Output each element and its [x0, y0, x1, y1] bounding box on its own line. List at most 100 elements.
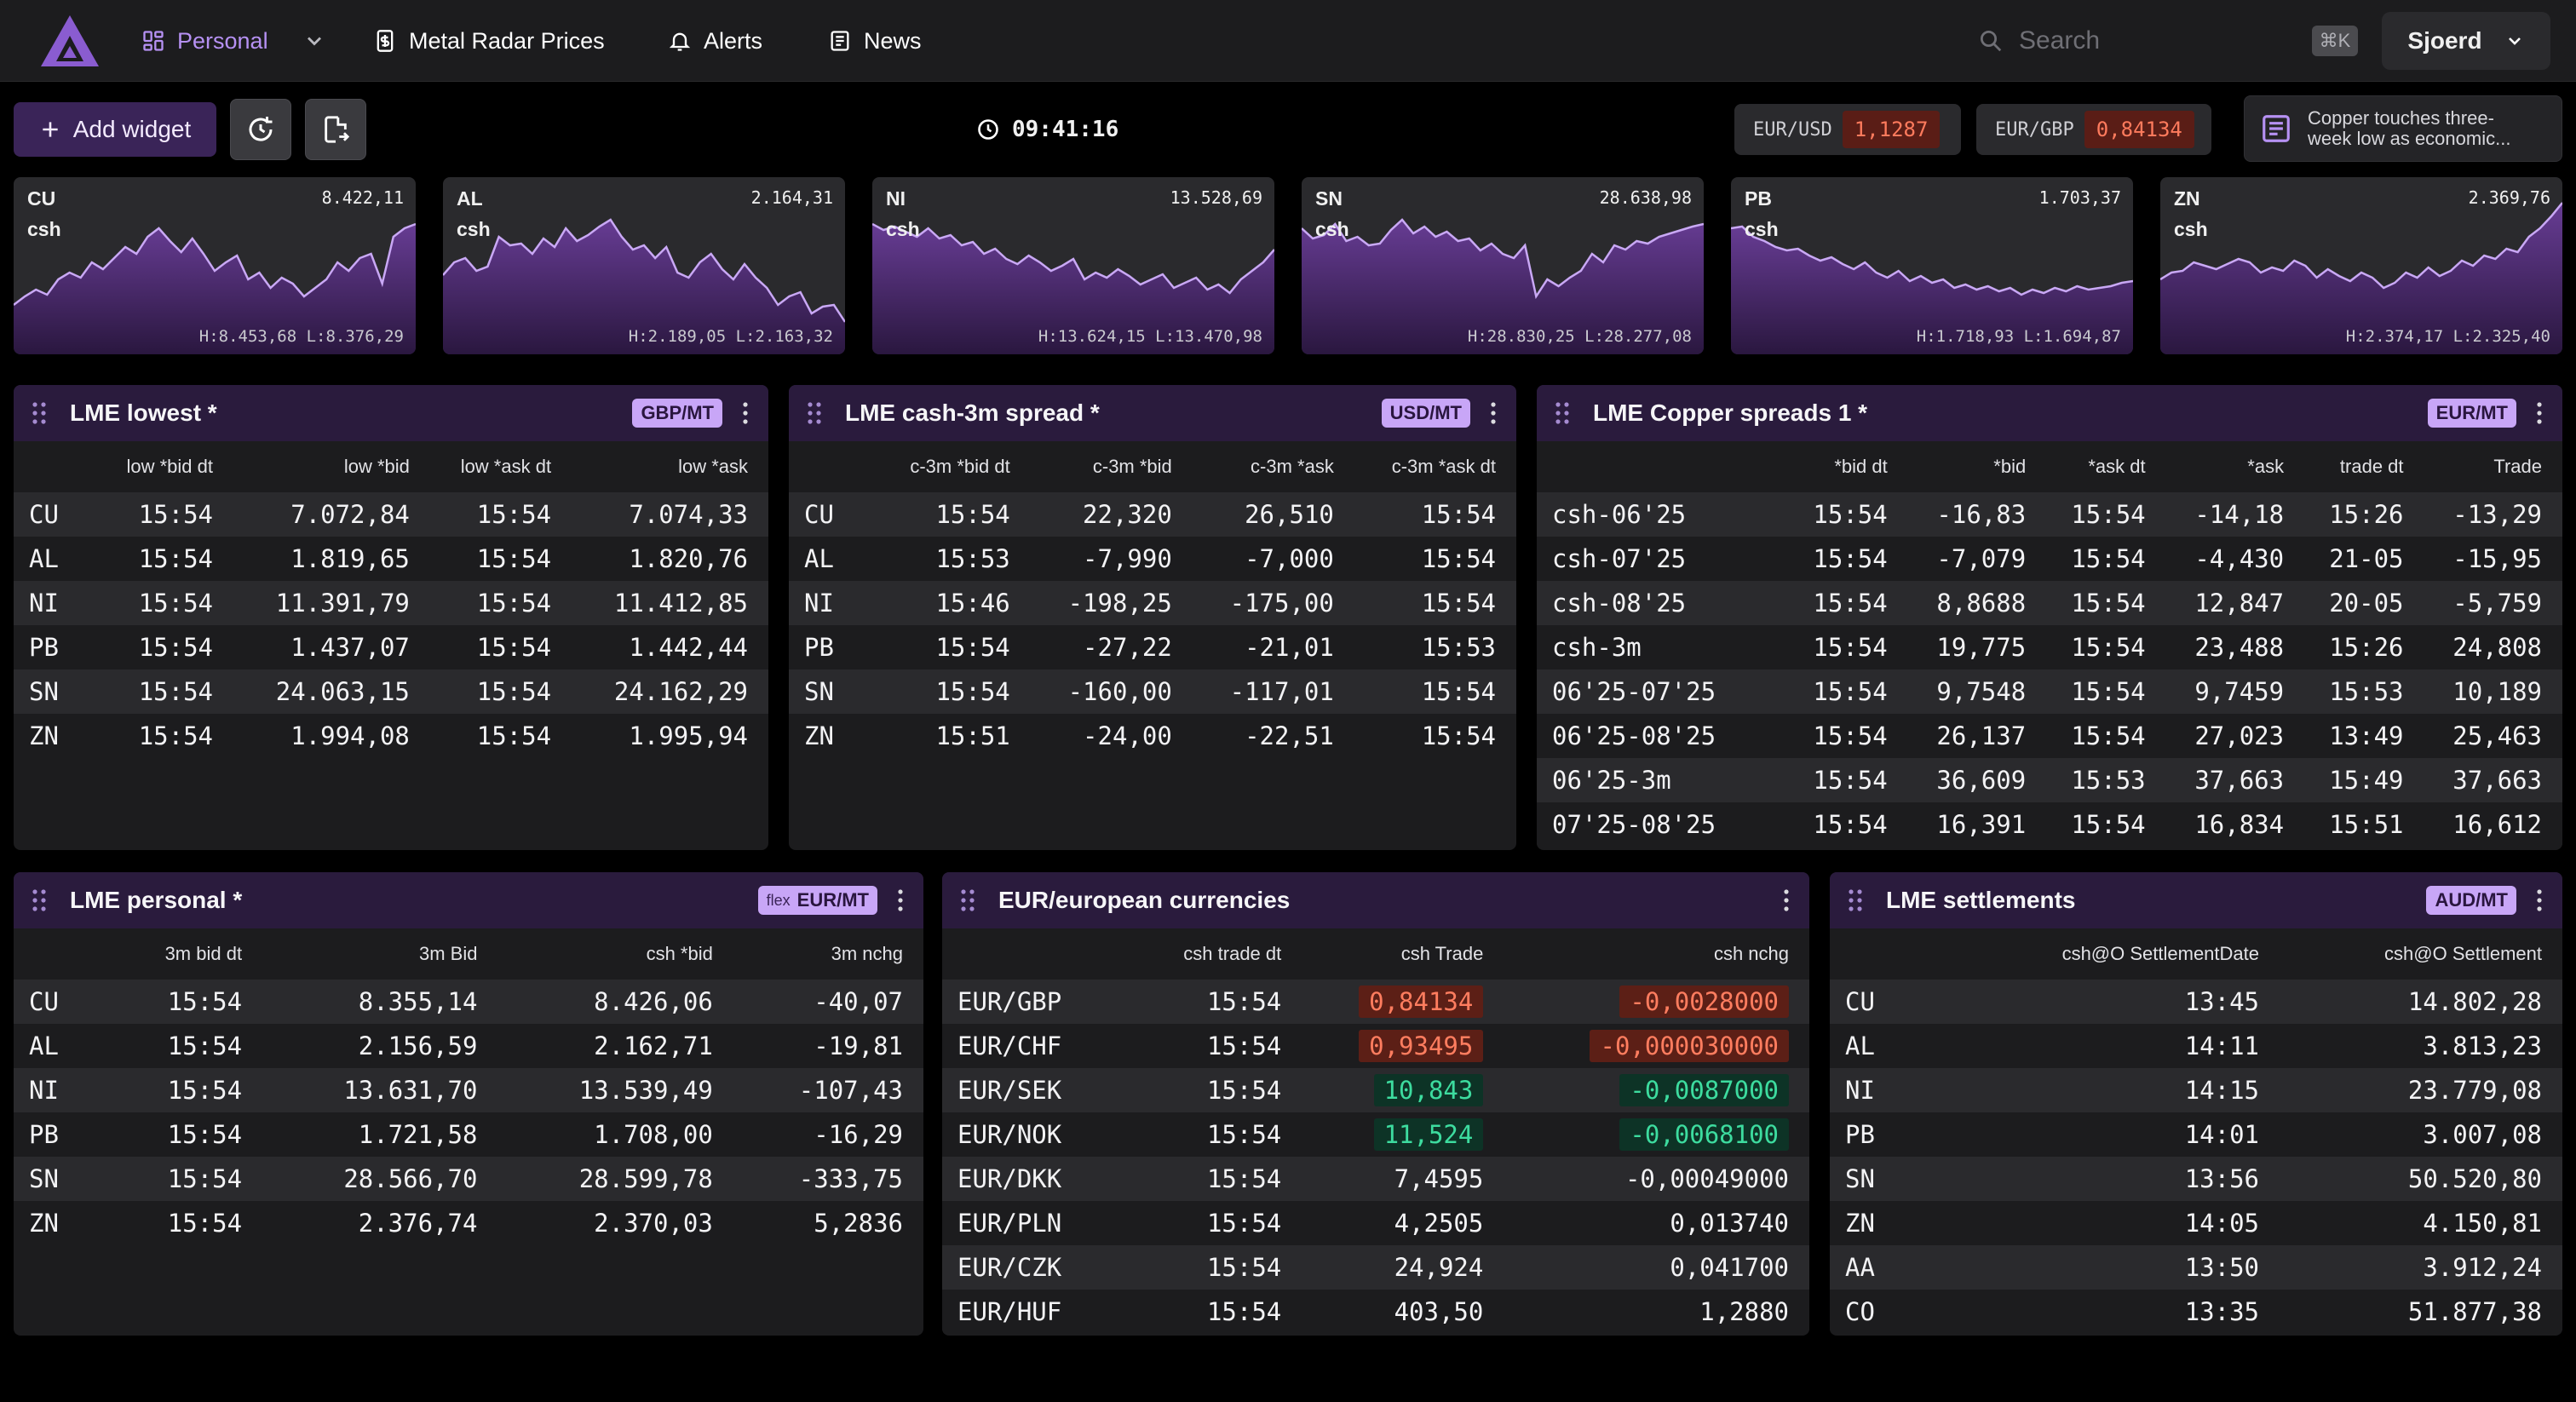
column-header[interactable]: trade dt	[2339, 456, 2404, 477]
more-options-icon[interactable]	[1782, 888, 1791, 913]
column-header[interactable]	[789, 441, 874, 492]
table-row[interactable]: ZN 15:54 1.994,08 15:54 1.995,94	[14, 714, 768, 758]
column-header[interactable]	[1830, 928, 1934, 980]
fx-ticker-eurgbp[interactable]: EUR/GBP 0,84134	[1976, 104, 2211, 155]
column-header[interactable]: low *ask	[678, 456, 748, 477]
drag-handle-icon[interactable]	[806, 400, 823, 426]
drag-handle-icon[interactable]	[31, 888, 48, 913]
sparkline-tile-sn[interactable]: SN csh 28.638,98 H:28.830,25 L:28.277,08	[1302, 177, 1704, 354]
column-header[interactable]: c-3m *ask dt	[1391, 456, 1496, 477]
column-header[interactable]: csh nchg	[1713, 943, 1789, 964]
column-header[interactable]	[1537, 441, 1788, 492]
drag-handle-icon[interactable]	[1554, 400, 1571, 426]
more-options-icon[interactable]	[1489, 400, 1498, 426]
column-header[interactable]: *ask dt	[2088, 456, 2146, 477]
sparkline-tile-ni[interactable]: NI csh 13.528,69 H:13.624,15 L:13.470,98	[872, 177, 1274, 354]
drag-handle-icon[interactable]	[959, 888, 976, 913]
column-header[interactable]: csh trade dt	[1183, 943, 1282, 964]
table-row[interactable]: 06'25-3m 15:54 36,609 15:53 37,663 15:49 37,66…	[1537, 758, 2562, 802]
table-row[interactable]: 06'25-08'25 15:54 26,137 15:54 27,023 13:49 25…	[1537, 714, 2562, 758]
drag-handle-icon[interactable]	[1847, 888, 1864, 913]
table-row[interactable]: csh-08'25 15:54 8,8688 15:54 12,847 20-05 -5,7…	[1537, 581, 2562, 625]
currency-badge[interactable]: AUD/MT	[2426, 886, 2516, 915]
news-headline-tile[interactable]: Copper touches three-week low as economi…	[2244, 95, 2562, 162]
column-header[interactable]: *ask	[2247, 456, 2285, 477]
app-logo[interactable]	[39, 14, 101, 68]
table-row[interactable]: ZN 15:51 -24,00 -22,51 15:54	[789, 714, 1516, 758]
add-widget-button[interactable]: Add widget	[14, 102, 216, 157]
history-button[interactable]	[230, 99, 291, 160]
column-header[interactable]	[942, 928, 1137, 980]
table-row[interactable]: EUR/CZK 15:54 24,924 0,041700	[942, 1245, 1809, 1290]
table-row[interactable]: SN 15:54 24.063,15 15:54 24.162,29	[14, 669, 768, 714]
table-row[interactable]: NI 14:15 23.779,08	[1830, 1068, 2562, 1112]
table-row[interactable]: NI 15:54 13.631,70 13.539,49 -107,43	[14, 1068, 923, 1112]
nav-alerts[interactable]: Alerts	[668, 0, 762, 82]
column-header[interactable]	[14, 928, 113, 980]
drag-handle-icon[interactable]	[31, 400, 48, 426]
column-header[interactable]	[14, 441, 97, 492]
table-row[interactable]: CU 15:54 8.355,14 8.426,06 -40,07	[14, 980, 923, 1024]
column-header[interactable]: 3m Bid	[418, 943, 478, 964]
table-row[interactable]: ZN 14:05 4.150,81	[1830, 1201, 2562, 1245]
table-row[interactable]: CU 15:54 7.072,84 15:54 7.074,33	[14, 492, 768, 537]
search-input[interactable]: Search	[1978, 20, 2361, 61]
workspace-selector[interactable]: Personal	[141, 0, 326, 82]
table-row[interactable]: EUR/CHF 15:54 0,93495 -0,000030000	[942, 1024, 1809, 1068]
table-row[interactable]: EUR/GBP 15:54 0,84134 -0,0028000	[942, 980, 1809, 1024]
table-row[interactable]: PB 15:54 1.721,58 1.708,00 -16,29	[14, 1112, 923, 1157]
table-row[interactable]: EUR/DKK 15:54 7,4595 -0,00049000	[942, 1157, 1809, 1201]
column-header[interactable]: c-3m *ask	[1251, 456, 1334, 477]
table-row[interactable]: PB 14:01 3.007,08	[1830, 1112, 2562, 1157]
table-row[interactable]: AL 14:11 3.813,23	[1830, 1024, 2562, 1068]
column-header[interactable]: *bid	[1993, 456, 2027, 477]
column-header[interactable]: csh Trade	[1400, 943, 1484, 964]
nav-news[interactable]: News	[828, 0, 922, 82]
table-row[interactable]: NI 15:46 -198,25 -175,00 15:54	[789, 581, 1516, 625]
currency-badge[interactable]: GBP/MT	[632, 399, 722, 428]
table-row[interactable]: csh-07'25 15:54 -7,079 15:54 -4,430 21-05 -15,…	[1537, 537, 2562, 581]
export-button[interactable]	[305, 99, 366, 160]
user-menu-button[interactable]: Sjoerd	[2382, 12, 2550, 70]
column-header[interactable]: Trade	[2493, 456, 2542, 477]
fx-ticker-eurusd[interactable]: EUR/USD 1,1287	[1734, 104, 1961, 155]
table-row[interactable]: ZN 15:54 2.376,74 2.370,03 5,2836	[14, 1201, 923, 1245]
table-row[interactable]: CU 13:45 14.802,28	[1830, 980, 2562, 1024]
currency-badge[interactable]: USD/MT	[1381, 399, 1470, 428]
table-row[interactable]: PB 15:54 -27,22 -21,01 15:53	[789, 625, 1516, 669]
column-header[interactable]: *bid dt	[1834, 456, 1888, 477]
currency-badge[interactable]: EUR/MT	[2427, 399, 2516, 428]
column-header[interactable]: low *bid dt	[126, 456, 214, 477]
table-row[interactable]: csh-06'25 15:54 -16,83 15:54 -14,18 15:26 -13,…	[1537, 492, 2562, 537]
sparkline-tile-zn[interactable]: ZN csh 2.369,76 H:2.374,17 L:2.325,40	[2160, 177, 2562, 354]
table-row[interactable]: AL 15:54 1.819,65 15:54 1.820,76	[14, 537, 768, 581]
currency-badge[interactable]: flex EUR/MT	[757, 886, 877, 915]
table-row[interactable]: NI 15:54 11.391,79 15:54 11.412,85	[14, 581, 768, 625]
table-row[interactable]: SN 15:54 -160,00 -117,01 15:54	[789, 669, 1516, 714]
more-options-icon[interactable]	[2535, 888, 2544, 913]
more-options-icon[interactable]	[741, 400, 750, 426]
column-header[interactable]: csh@O SettlementDate	[2061, 943, 2259, 964]
table-row[interactable]: CU 15:54 22,320 26,510 15:54	[789, 492, 1516, 537]
table-row[interactable]: EUR/NOK 15:54 11,524 -0,0068100	[942, 1112, 1809, 1157]
table-row[interactable]: SN 15:54 28.566,70 28.599,78 -333,75	[14, 1157, 923, 1201]
column-header[interactable]: 3m bid dt	[164, 943, 243, 964]
table-row[interactable]: EUR/PLN 15:54 4,2505 0,013740	[942, 1201, 1809, 1245]
table-row[interactable]: CO 13:35 51.877,38	[1830, 1290, 2562, 1334]
table-row[interactable]: EUR/SEK 15:54 10,843 -0,0087000	[942, 1068, 1809, 1112]
column-header[interactable]: 3m nchg	[831, 943, 903, 964]
nav-metal-radar-prices[interactable]: Metal Radar Prices	[373, 0, 605, 82]
column-header[interactable]: csh *bid	[646, 943, 713, 964]
column-header[interactable]: low *bid	[343, 456, 410, 477]
table-row[interactable]: AA 13:50 3.912,24	[1830, 1245, 2562, 1290]
more-options-icon[interactable]	[896, 888, 905, 913]
table-row[interactable]: csh-3m 15:54 19,775 15:54 23,488 15:26 24,808	[1537, 625, 2562, 669]
sparkline-tile-pb[interactable]: PB csh 1.703,37 H:1.718,93 L:1.694,87	[1731, 177, 2133, 354]
table-row[interactable]: AL 15:53 -7,990 -7,000 15:54	[789, 537, 1516, 581]
table-row[interactable]: PB 15:54 1.437,07 15:54 1.442,44	[14, 625, 768, 669]
table-row[interactable]: EUR/HUF 15:54 403,50 1,2880	[942, 1290, 1809, 1334]
table-row[interactable]: AL 15:54 2.156,59 2.162,71 -19,81	[14, 1024, 923, 1068]
table-row[interactable]: 07'25-08'25 15:54 16,391 15:54 16,834 15:51 16…	[1537, 802, 2562, 847]
column-header[interactable]: c-3m *bid	[1092, 456, 1172, 477]
table-row[interactable]: SN 13:56 50.520,80	[1830, 1157, 2562, 1201]
